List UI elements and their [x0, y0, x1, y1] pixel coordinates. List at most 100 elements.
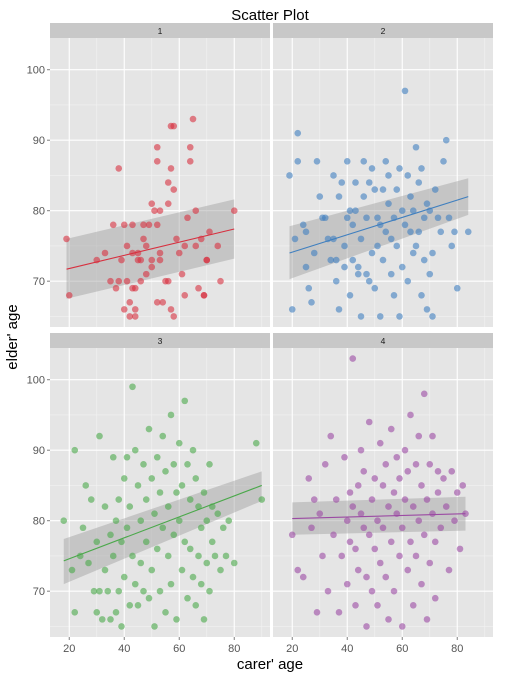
facet-strip	[50, 23, 270, 38]
data-point	[382, 461, 390, 468]
data-point	[401, 221, 409, 229]
plot-background	[50, 38, 270, 327]
data-point	[112, 284, 120, 292]
data-point	[349, 355, 357, 362]
data-point	[167, 580, 175, 588]
data-point	[371, 186, 379, 193]
data-point	[217, 566, 224, 574]
data-point	[409, 601, 417, 609]
data-point	[352, 179, 359, 186]
facet-panel-3: 3 70 80 90 100 20 40 60 80	[27, 333, 270, 655]
data-point	[167, 306, 175, 313]
data-point	[107, 616, 114, 623]
data-point	[252, 439, 260, 447]
data-point	[219, 524, 227, 532]
data-point	[195, 552, 202, 560]
facet-strip	[273, 333, 493, 348]
data-point	[448, 468, 456, 475]
data-point	[308, 299, 315, 306]
data-point	[354, 566, 362, 574]
data-point	[346, 291, 354, 299]
data-point	[335, 306, 343, 313]
y-tick-label: 80	[33, 206, 45, 218]
data-point	[126, 313, 134, 320]
data-point	[418, 482, 425, 489]
data-point	[134, 601, 142, 609]
data-point	[398, 524, 406, 532]
data-point	[294, 129, 302, 137]
data-point	[173, 616, 180, 623]
regression-line	[63, 484, 262, 562]
data-point	[409, 207, 417, 214]
data-point	[101, 566, 109, 574]
data-point	[222, 552, 230, 560]
data-point	[396, 552, 403, 560]
data-point	[429, 510, 436, 517]
data-point	[148, 200, 156, 207]
data-point	[319, 552, 326, 560]
data-point	[321, 461, 329, 468]
data-point	[126, 299, 134, 306]
data-point	[101, 503, 109, 510]
data-point	[426, 559, 434, 567]
data-point	[418, 165, 425, 172]
data-point	[131, 446, 139, 454]
data-point	[357, 235, 365, 243]
data-point	[398, 207, 406, 214]
chart-title: Scatter Plot	[231, 7, 309, 24]
data-point	[175, 439, 183, 447]
data-point	[341, 242, 348, 250]
data-point	[316, 510, 324, 517]
data-point	[382, 228, 390, 236]
data-point	[211, 552, 219, 560]
data-point	[404, 277, 412, 285]
data-point	[186, 143, 194, 151]
data-point	[175, 517, 183, 524]
data-point	[442, 136, 450, 144]
data-point	[346, 489, 354, 496]
data-point	[123, 242, 131, 250]
data-point	[140, 235, 147, 243]
data-point	[189, 446, 197, 454]
data-point	[200, 291, 208, 299]
data-point	[404, 172, 412, 179]
data-point	[365, 418, 373, 426]
facet-strip-label: 4	[381, 336, 386, 346]
data-point	[398, 263, 406, 271]
regression-line	[289, 196, 469, 254]
data-point	[164, 552, 172, 560]
data-point	[302, 228, 310, 236]
data-point	[184, 594, 191, 602]
data-point	[107, 531, 114, 539]
data-point	[368, 249, 376, 257]
confidence-band	[289, 178, 469, 280]
facet-panels: 1 70 80 90 100 2 3 70 80 90 100 20 40 60 80 4 20 40 60 80	[27, 23, 493, 655]
data-point	[420, 390, 428, 398]
y-tick-label: 100	[27, 65, 45, 77]
data-point	[437, 524, 445, 532]
data-point	[294, 566, 302, 574]
data-point	[134, 482, 142, 489]
data-point	[120, 221, 128, 229]
data-point	[145, 425, 153, 433]
data-point	[418, 291, 425, 299]
data-point	[140, 461, 147, 468]
data-point	[305, 475, 313, 482]
data-point	[175, 249, 183, 257]
data-point	[330, 172, 337, 179]
data-point	[407, 411, 414, 419]
data-point	[230, 207, 238, 214]
data-point	[382, 158, 390, 165]
data-point	[131, 284, 139, 292]
data-point	[118, 256, 125, 264]
data-point	[393, 453, 401, 461]
facet-strip-label: 2	[381, 26, 386, 36]
data-point	[393, 186, 401, 193]
data-point	[440, 475, 447, 482]
data-point	[415, 179, 423, 186]
data-point	[390, 489, 398, 496]
x-tick-label: 20	[286, 643, 298, 655]
facet-strip-label: 3	[158, 336, 163, 346]
data-point	[393, 242, 401, 250]
data-point	[173, 489, 180, 496]
